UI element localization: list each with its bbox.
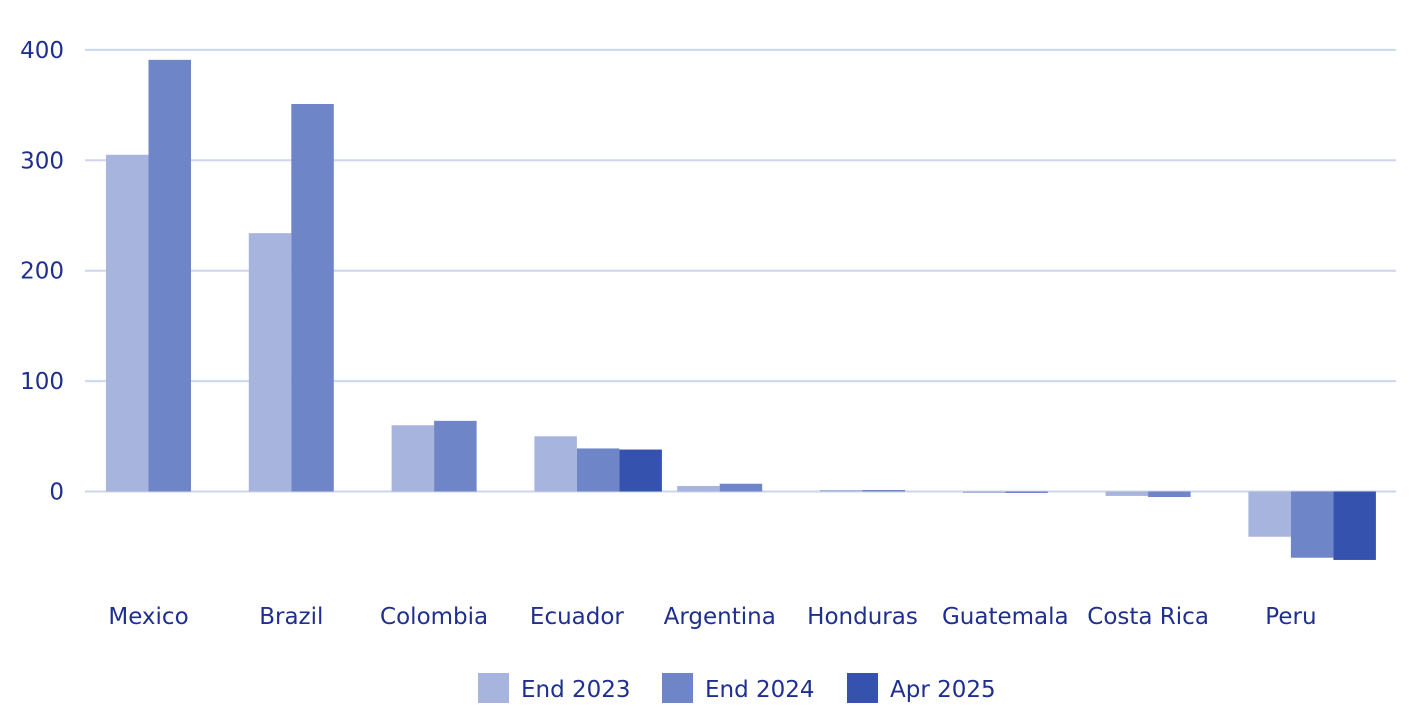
bar-honduras-end-2024 xyxy=(862,490,905,492)
y-tick-label: 400 xyxy=(20,38,64,64)
legend-swatch-end-2023 xyxy=(478,673,509,703)
category-label-mexico: Mexico xyxy=(108,604,188,630)
legend-swatch-apr-2025 xyxy=(847,673,878,703)
bar-argentina-end-2023 xyxy=(677,485,720,492)
legend: End 2023 End 2024 Apr 2025 xyxy=(478,673,996,703)
legend-label-end-2024: End 2024 xyxy=(705,677,815,703)
x-axis-category-labels: Mexico Brazil Colombia Ecuador Argentina Hond… xyxy=(108,604,1316,630)
y-tick-label: 100 xyxy=(20,369,64,395)
bar-costa-rica-end-2024 xyxy=(1148,491,1191,498)
bar-brazil-end-2024 xyxy=(291,103,334,492)
bar-honduras-end-2023 xyxy=(820,490,863,492)
category-label-peru: Peru xyxy=(1265,604,1316,630)
bar-colombia-end-2023 xyxy=(391,425,435,492)
category-label-brazil: Brazil xyxy=(259,604,323,630)
bar-peru-end-2024 xyxy=(1290,491,1334,558)
y-tick-label: 200 xyxy=(20,259,64,285)
legend-label-apr-2025: Apr 2025 xyxy=(890,677,996,703)
y-axis-tick-labels: 0 100 200 300 400 xyxy=(20,38,64,506)
category-label-colombia: Colombia xyxy=(380,604,488,630)
bar-peru-end-2023 xyxy=(1248,491,1291,537)
y-tick-label: 0 xyxy=(49,480,64,506)
bar-colombia-end-2024 xyxy=(434,420,477,492)
bar-brazil-end-2023 xyxy=(248,233,292,492)
bar-argentina-end-2024 xyxy=(719,483,763,492)
category-label-ecuador: Ecuador xyxy=(530,604,625,630)
bar-mexico-end-2024 xyxy=(148,59,191,492)
bar-costa-rica-end-2023 xyxy=(1105,491,1149,496)
category-label-guatemala: Guatemala xyxy=(942,604,1069,630)
category-label-honduras: Honduras xyxy=(807,604,918,630)
bar-guatemala-end-2023 xyxy=(962,491,1006,493)
legend-swatch-end-2024 xyxy=(662,673,693,703)
bar-ecuador-apr-2025 xyxy=(619,449,662,492)
bar-mexico-end-2023 xyxy=(106,154,149,492)
bar-ecuador-end-2023 xyxy=(534,436,577,492)
bars xyxy=(106,59,1376,560)
legend-label-end-2023: End 2023 xyxy=(521,677,631,703)
bar-guatemala-end-2024 xyxy=(1005,491,1048,493)
bar-ecuador-end-2024 xyxy=(576,448,620,492)
category-label-costa-rica: Costa Rica xyxy=(1087,604,1209,630)
bar-peru-apr-2025 xyxy=(1333,491,1376,560)
category-label-argentina: Argentina xyxy=(664,604,776,630)
y-tick-label: 300 xyxy=(20,148,64,174)
